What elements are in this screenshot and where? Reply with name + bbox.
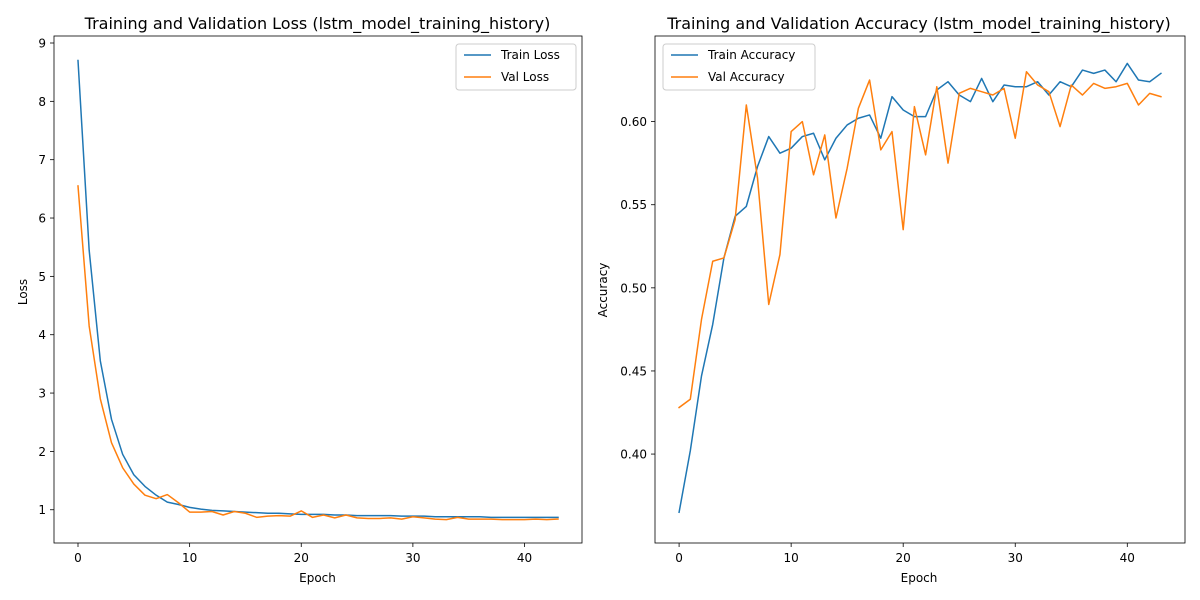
loss-plot-area: 0 10 20 30 40 1 2 3 4 5 6 7 8 9 xyxy=(38,35,583,565)
accuracy-axes-frame xyxy=(654,35,1186,544)
accuracy-x-tick-label: 20 xyxy=(896,551,911,565)
accuracy-legend-label-val: Val Accuracy xyxy=(708,70,785,84)
loss-y-tick-label: 3 xyxy=(38,387,46,401)
accuracy-y-tick-label: 0.55 xyxy=(620,198,647,212)
loss-y-tick-label: 4 xyxy=(38,328,46,342)
accuracy-x-tick-label: 10 xyxy=(784,551,799,565)
loss-x-tick-label: 30 xyxy=(405,551,420,565)
accuracy-plot-area: 0 10 20 30 40 0.40 0.45 0.50 0.55 0.60 xyxy=(620,35,1186,565)
loss-chart-title: Training and Validation Loss (lstm_model… xyxy=(84,14,551,34)
loss-x-tick-label: 40 xyxy=(517,551,532,565)
accuracy-series-line-train xyxy=(678,62,1162,514)
accuracy-legend-label-train: Train Accuracy xyxy=(707,48,795,62)
loss-x-tick-label: 0 xyxy=(74,551,82,565)
loss-legend: Train Loss Val Loss xyxy=(455,43,577,91)
loss-y-tick-label: 6 xyxy=(38,212,46,226)
accuracy-x-tick-label: 0 xyxy=(675,551,683,565)
loss-y-tick-label: 5 xyxy=(38,270,46,284)
accuracy-legend: Train Accuracy Val Accuracy xyxy=(662,43,816,91)
accuracy-y-tick-label: 0.45 xyxy=(620,364,647,378)
accuracy-y-tick-label: 0.60 xyxy=(620,115,647,129)
accuracy-x-tick-label: 40 xyxy=(1120,551,1135,565)
loss-legend-label-train: Train Loss xyxy=(500,48,560,62)
loss-y-tick-label: 1 xyxy=(38,503,46,517)
loss-axes-frame xyxy=(53,35,583,544)
loss-x-tick-label: 20 xyxy=(294,551,309,565)
loss-legend-label-val: Val Loss xyxy=(501,70,549,84)
loss-y-tick-label: 2 xyxy=(38,445,46,459)
loss-x-tick-label: 10 xyxy=(182,551,197,565)
loss-series-line-train xyxy=(77,59,559,519)
accuracy-y-tick-label: 0.50 xyxy=(620,281,647,295)
accuracy-legend-box xyxy=(662,43,816,91)
accuracy-chart: Training and Validation Accuracy (lstm_m… xyxy=(596,14,1186,585)
loss-y-axis-label: Loss xyxy=(16,279,30,305)
accuracy-y-tick-label: 0.40 xyxy=(620,448,647,462)
loss-y-tick-label: 9 xyxy=(38,37,46,51)
accuracy-series-line-val xyxy=(678,70,1162,409)
loss-series-line-val xyxy=(77,185,559,521)
accuracy-x-tick-label: 30 xyxy=(1008,551,1023,565)
loss-chart: Training and Validation Loss (lstm_model… xyxy=(16,14,583,585)
loss-y-tick-label: 7 xyxy=(38,153,46,167)
accuracy-y-axis-label: Accuracy xyxy=(596,263,610,318)
accuracy-x-axis-label: Epoch xyxy=(901,571,938,585)
accuracy-chart-title: Training and Validation Accuracy (lstm_m… xyxy=(666,14,1171,34)
loss-x-axis-label: Epoch xyxy=(299,571,336,585)
loss-y-tick-label: 8 xyxy=(38,95,46,109)
